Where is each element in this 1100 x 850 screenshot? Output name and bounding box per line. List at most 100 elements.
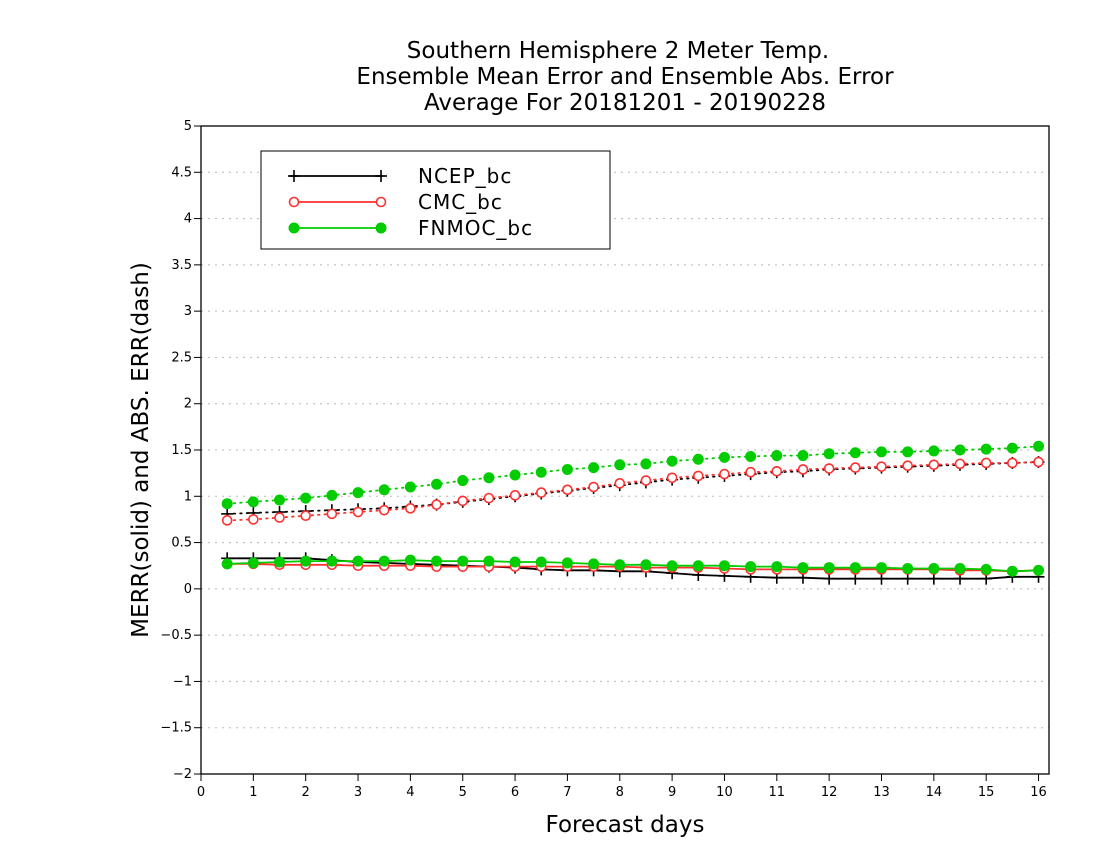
y-tick-label: 1.5 [171,443,192,458]
abs-error-point-fnmoc-bc [771,450,783,462]
mean-error-point-fnmoc-bc [614,559,626,571]
mean-error-point-fnmoc-bc [666,560,678,572]
abs-error-point-fnmoc-bc [902,446,914,458]
x-tick-label: 1 [249,785,257,800]
y-tick-label: 3.5 [171,258,192,273]
abs-error-point-fnmoc-bc [561,463,573,475]
abs-error-point-fnmoc-bc [274,494,286,506]
abs-error-point-cmc-bc [248,514,259,525]
y-tick-label: −0.5 [160,628,192,643]
x-axis-label: Forecast days [546,812,705,838]
series-layer [221,440,1045,585]
abs-error-point-fnmoc-bc [1006,442,1018,454]
y-tick-label: 2 [184,397,192,412]
abs-error-point-cmc-bc [483,492,495,504]
x-tick-label: 6 [511,785,519,800]
mean-error-point-fnmoc-bc [1006,565,1018,577]
legend-item-fnmoc-bc: FNMOC_bc [288,216,533,240]
x-tick-label: 5 [459,785,467,800]
x-tick-label: 11 [769,785,786,800]
y-tick-label: 0.5 [171,536,192,551]
abs-error-point-cmc-bc [588,481,599,493]
abs-error-point-fnmoc-bc [221,498,233,510]
y-tick-label: −1 [173,674,192,689]
x-tick-label: 4 [406,785,414,800]
abs-error-point-fnmoc-bc [1033,440,1045,452]
abs-error-point-fnmoc-bc [588,462,600,474]
chart-title: Southern Hemisphere 2 Meter Temp. Ensemb… [356,38,894,116]
abs-error-point-cmc-bc [352,506,364,518]
abs-error-point-fnmoc-bc [640,458,652,470]
y-tick-label: 4 [184,212,192,227]
mean-error-point-fnmoc-bc [823,562,835,574]
legend-marker [375,196,387,208]
title-line-1: Southern Hemisphere 2 Meter Temp. [407,38,829,64]
abs-error-point-cmc-bc [1007,457,1018,469]
mean-error-point-fnmoc-bc [771,561,783,573]
mean-error-point-fnmoc-bc [300,555,312,567]
legend-marker [375,170,387,182]
mean-error-point-fnmoc-bc [588,558,600,570]
x-tick-label: 8 [616,785,624,800]
mean-error-point-fnmoc-bc [875,562,887,574]
abs-error-point-cmc-bc [1033,456,1044,468]
mean-error-point-fnmoc-bc [509,556,521,568]
x-tick-label: 0 [197,785,205,800]
x-tick-label: 15 [978,785,995,800]
legend-item-ncep-bc: NCEP_bc [288,164,512,188]
abs-error-point-fnmoc-bc [509,469,521,481]
abs-error-point-fnmoc-bc [928,445,940,457]
abs-error-point-fnmoc-bc [614,459,626,471]
abs-error-point-fnmoc-bc [352,487,364,499]
plot-frame [200,125,1050,775]
y-tick-label: 3 [184,304,192,319]
x-tick-label: 12 [821,785,838,800]
abs-error-point-cmc-bc [405,503,416,514]
x-tick-label: 14 [926,785,943,800]
y-tick-label: 1 [184,489,192,504]
abs-error-point-cmc-bc [300,510,311,522]
abs-error-point-cmc-bc [902,460,913,472]
mean-error-point-fnmoc-bc [404,554,416,566]
y-tick-label: 2.5 [171,350,192,365]
y-tick-label: 0 [184,582,192,597]
abs-error-point-cmc-bc [431,499,442,510]
x-tick-label: 9 [668,785,676,800]
abs-error-point-cmc-bc [850,462,861,473]
abs-error-point-cmc-bc [719,468,730,480]
abs-error-point-cmc-bc [535,487,547,498]
abs-error-point-cmc-bc [745,466,756,478]
x-tick-label: 13 [873,785,890,800]
abs-error-point-cmc-bc [509,490,521,501]
mean-error-point-fnmoc-bc [745,561,757,573]
abs-error-point-cmc-bc [221,515,233,526]
abs-error-point-fnmoc-bc [954,444,966,456]
mean-error-point-fnmoc-bc [274,556,286,568]
abs-error-point-fnmoc-bc [823,448,835,460]
mean-error-point-fnmoc-bc [352,555,364,567]
title-line-3: Average For 20181201 - 20190228 [424,90,826,116]
legend-label: NCEP_bc [418,164,512,188]
x-tick-label: 10 [716,785,733,800]
abs-error-point-fnmoc-bc [875,446,887,458]
abs-error-point-fnmoc-bc [457,475,469,487]
legend-item-cmc-bc: CMC_bc [288,190,503,214]
x-tick-label: 3 [354,785,362,800]
legend-label: FNMOC_bc [418,216,533,240]
abs-error-point-fnmoc-bc [797,450,809,462]
mean-error-point-fnmoc-bc [221,558,233,570]
mean-error-point-fnmoc-bc [797,562,809,574]
mean-error-point-fnmoc-bc [457,555,469,567]
mean-error-point-fnmoc-bc [535,556,547,568]
abs-error-point-cmc-bc [980,457,992,469]
legend-label: CMC_bc [418,190,503,214]
abs-error-point-cmc-bc [823,463,835,474]
abs-error-point-cmc-bc [876,461,887,472]
axis-ticks: 54.543.532.521.510.50−0.5−1−1.5−20 1 2 3 4 5 6… [160,119,1046,800]
series-cmc-bc [221,456,1044,577]
abs-error-point-cmc-bc [797,464,809,475]
gridlines [201,171,1049,729]
abs-error-point-fnmoc-bc [692,453,704,465]
